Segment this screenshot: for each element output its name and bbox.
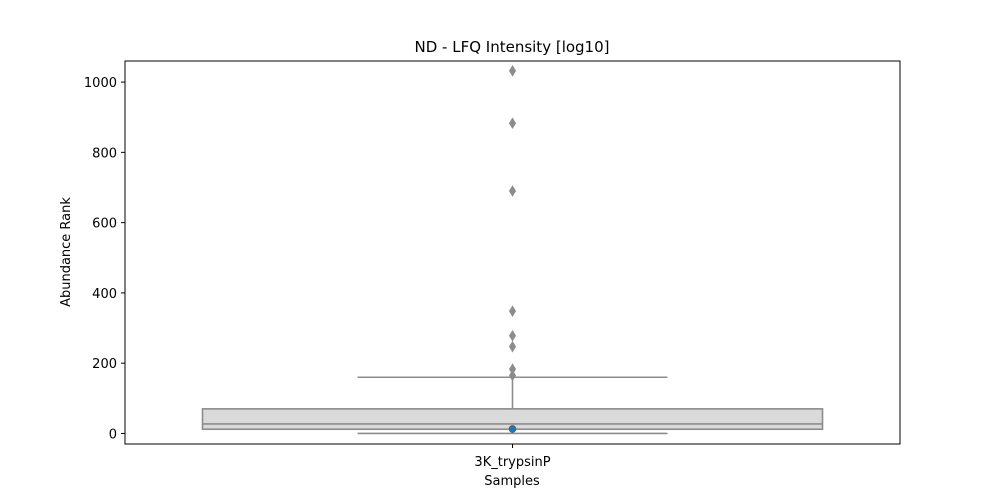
y-tick-label: 800 [92, 146, 117, 161]
y-tick-label: 1000 [84, 76, 117, 91]
y-axis-label: Abundance Rank [59, 197, 74, 307]
x-axis: 3K_trypsinP [474, 444, 551, 470]
x-axis-label: Samples [484, 474, 540, 489]
highlight-point [508, 425, 517, 433]
y-tick-label: 400 [92, 287, 117, 302]
outlier-point [508, 340, 517, 353]
y-tick-label: 600 [92, 217, 117, 232]
plot-area [201, 65, 824, 435]
outlier-point [508, 117, 517, 129]
y-tick-label: 200 [92, 357, 117, 372]
outlier-point [508, 330, 517, 342]
outlier-point [508, 305, 517, 317]
chart-title: ND - LFQ Intensity [log10] [415, 38, 610, 56]
outlier-point [508, 369, 517, 382]
y-tick-label: 0 [109, 427, 117, 442]
y-axis: 0 200 400 600 800 1000 [84, 76, 125, 442]
x-tick-label: 3K_trypsinP [474, 455, 550, 470]
outlier-point [508, 185, 517, 197]
outlier-point [508, 65, 517, 77]
